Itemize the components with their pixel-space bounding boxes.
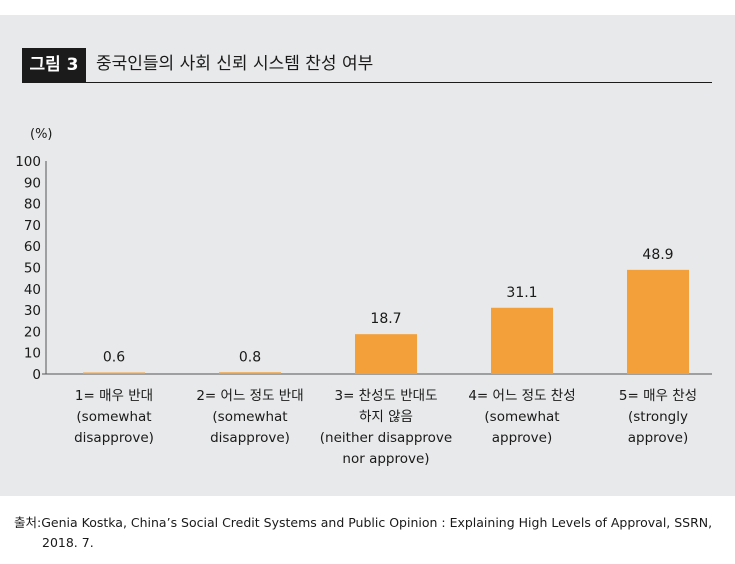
x-category-label: disapprove) — [74, 430, 154, 446]
source-text-line2: 2018. 7. — [42, 535, 94, 550]
bar — [83, 372, 145, 374]
x-category-label: 2= 어느 정도 반대 — [196, 388, 303, 404]
x-category-label: (strongly — [628, 409, 688, 425]
y-tick-label: 30 — [24, 303, 41, 319]
x-category-label: (somewhat — [484, 409, 559, 425]
x-category-label: 4= 어느 정도 찬성 — [468, 388, 575, 404]
source-prefix: 출처: — [14, 515, 42, 530]
y-tick-label: 70 — [24, 218, 41, 234]
bar-value-label: 0.6 — [103, 350, 125, 366]
x-category-label: (neither disapprove — [320, 430, 452, 446]
x-category-label: nor approve) — [342, 451, 429, 467]
figure-label: 그림 3 — [22, 48, 86, 82]
y-tick-label: 60 — [24, 239, 41, 255]
bar-value-label: 48.9 — [642, 247, 673, 263]
x-category-label: 하지 않음 — [359, 409, 413, 425]
figure-title: 중국인들의 사회 신뢰 시스템 찬성 여부 — [96, 54, 374, 74]
y-tick-label: 80 — [24, 197, 41, 213]
chart-panel — [0, 15, 735, 496]
y-tick-label: 50 — [24, 261, 41, 277]
bar-value-label: 0.8 — [239, 349, 261, 365]
x-category-label: 3= 찬성도 반대도 — [334, 388, 437, 404]
x-category-label: disapprove) — [210, 430, 290, 446]
y-tick-label: 100 — [15, 154, 41, 170]
y-tick-label: 20 — [24, 324, 41, 340]
bar — [219, 372, 281, 374]
y-tick-label: 0 — [32, 367, 41, 383]
bars: 0.6 0.8 18.7 31.1 48.9 — [83, 247, 689, 374]
y-tick-label: 10 — [24, 346, 41, 362]
x-category-label: (somewhat — [212, 409, 287, 425]
x-category-label: 5= 매우 찬성 — [619, 388, 697, 404]
x-category-label: approve) — [628, 430, 689, 446]
bar — [491, 307, 553, 374]
y-tick-label: 90 — [24, 175, 41, 191]
bar — [627, 269, 689, 374]
x-category-label: (somewhat — [76, 409, 151, 425]
category-labels: 1= 매우 반대 (somewhat disapprove) 2= 어느 정도 반대 (… — [74, 388, 697, 467]
title-divider — [22, 82, 712, 83]
x-category-label: approve) — [492, 430, 553, 446]
source-note: 출처:Genia Kostka, China’s Social Credit S… — [14, 513, 714, 553]
source-text: Genia Kostka, China’s Social Credit Syst… — [41, 515, 713, 530]
bar — [355, 334, 417, 374]
bar-value-label: 18.7 — [370, 311, 401, 327]
y-tick-label: 40 — [24, 282, 41, 298]
bar-chart: (%) 0 10 20 30 40 50 60 70 80 90 100 0.6 0.8 18.7 31.1… — [15, 127, 712, 467]
y-axis-unit-label: (%) — [30, 127, 53, 142]
bar-value-label: 31.1 — [506, 285, 537, 301]
x-category-label: 1= 매우 반대 — [75, 388, 153, 404]
